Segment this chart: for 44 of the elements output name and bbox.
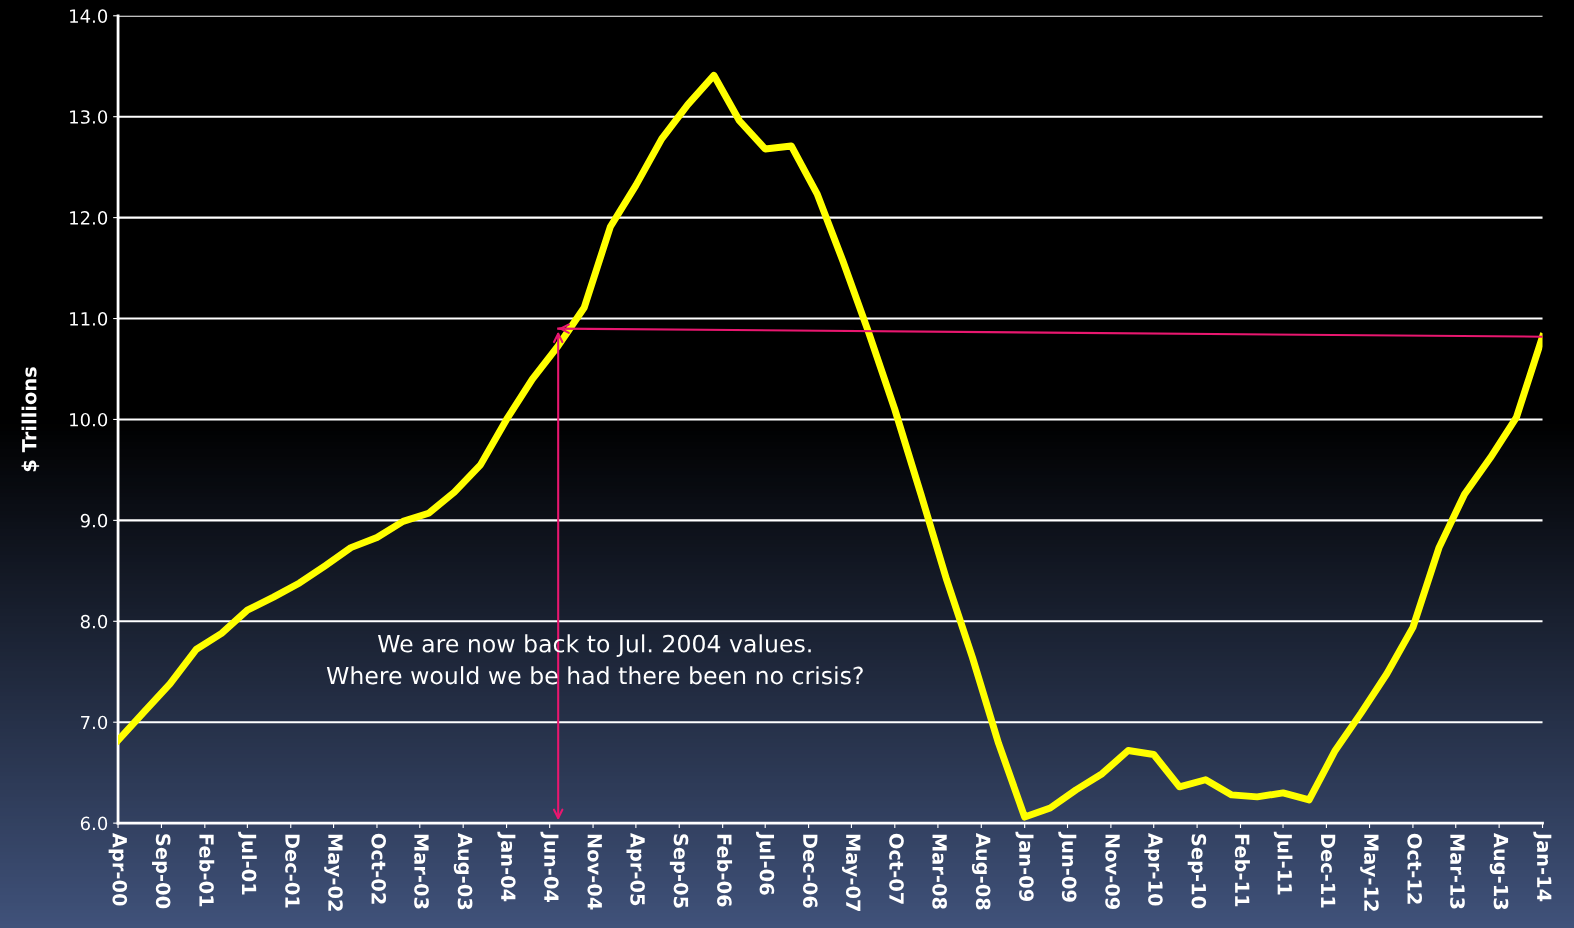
x-tick-label: Apr-10 (1144, 832, 1163, 906)
x-tick-label: Dec-06 (802, 834, 818, 908)
x-tick-label: Feb-11 (1234, 834, 1250, 907)
x-tick-label: Jun-04 (540, 831, 559, 903)
y-tick-label: 11.0 (70, 312, 108, 326)
y-tick-label: 10.0 (70, 412, 108, 427)
x-tick-label: Jan-09 (1015, 831, 1034, 901)
x-tick-label: Jul-01 (238, 831, 257, 895)
x-tick-label: Aug-13 (1489, 832, 1509, 910)
x-tick-label: Jun-09 (1058, 831, 1077, 902)
x-tick-label: Aug-03 (453, 832, 473, 910)
x-tick-label: Feb-01 (199, 834, 215, 907)
x-tick-label: Jul-11 (1273, 831, 1293, 895)
x-tick-label: Oct-07 (889, 833, 904, 904)
y-tick-label: 7.0 (81, 715, 108, 730)
x-tick-label: Nov-09 (1105, 834, 1120, 910)
x-tick-label: May-12 (1360, 834, 1379, 911)
y-tick-label: 12.0 (70, 211, 108, 225)
x-tick-label: Jul-06 (755, 831, 775, 895)
x-tick-label: Dec-11 (1320, 834, 1336, 908)
x-tick-label: May-02 (324, 834, 343, 911)
y-tick-label: 6.0 (80, 816, 108, 831)
x-tick-label: Sep-00 (152, 834, 171, 909)
x-tick-label: Aug-08 (971, 832, 991, 910)
x-tick-label: Apr-00 (108, 832, 128, 906)
x-tick-label: May-07 (842, 834, 861, 911)
x-tick-label: Apr-05 (626, 832, 645, 906)
x-tick-label: Mar-03 (414, 834, 429, 909)
x-tick-label: Dec-01 (285, 834, 300, 908)
x-tick-label: Feb-06 (717, 834, 733, 907)
y-tick-label: 14.0 (70, 9, 108, 23)
x-tick-label: Nov-04 (587, 834, 603, 910)
y-tick-label: 8.0 (80, 614, 108, 629)
y-tick-label: 9.0 (80, 513, 108, 528)
y-axis-title: $ Trillions (21, 367, 40, 472)
x-tick-label: Oct-12 (1407, 833, 1422, 904)
x-tick-label: Jan-04 (497, 831, 516, 902)
x-tick-label: Jan-14 (1533, 831, 1552, 902)
x-tick-label: Sep-10 (1187, 834, 1207, 909)
x-tick-label: Mar-08 (932, 834, 947, 909)
x-tick-label: Sep-05 (669, 834, 689, 908)
y-tick-label: 13.0 (70, 110, 108, 124)
x-tick-label: Mar-13 (1450, 834, 1465, 909)
x-tick-label: Oct-02 (371, 833, 387, 904)
